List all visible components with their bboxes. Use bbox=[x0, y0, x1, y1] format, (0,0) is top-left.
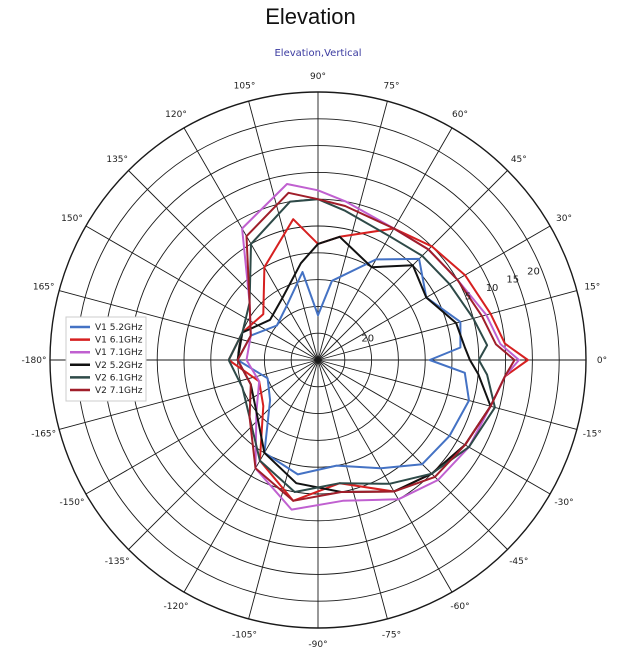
grid-spoke bbox=[58, 290, 319, 361]
series-line bbox=[236, 235, 492, 493]
grid-spoke bbox=[85, 359, 319, 495]
series-line bbox=[227, 218, 529, 502]
angle-tick-label: 75° bbox=[384, 82, 400, 92]
angle-tick-label: 120° bbox=[165, 110, 187, 120]
radial-tick-label: 5 bbox=[465, 291, 471, 302]
legend-entry: V2 7.1GHz bbox=[95, 386, 143, 396]
legend-entry: V1 7.1GHz bbox=[95, 348, 143, 358]
grid-spoke bbox=[128, 170, 319, 361]
radial-tick-label: 15 bbox=[506, 275, 519, 286]
series-layer bbox=[227, 183, 529, 511]
grid-spoke bbox=[317, 225, 551, 361]
series-line bbox=[227, 198, 496, 493]
angle-tick-label: 15° bbox=[584, 283, 600, 293]
page-title: Elevation bbox=[265, 4, 356, 29]
angle-tick-label: -135° bbox=[105, 557, 130, 567]
angle-tick-label: 105° bbox=[234, 82, 256, 92]
grid-spoke bbox=[183, 359, 319, 593]
angle-tick-label: 0° bbox=[597, 356, 607, 366]
grid-spoke bbox=[248, 100, 319, 361]
angle-tick-label: 30° bbox=[556, 214, 572, 224]
radial-tick-label: 20 bbox=[527, 266, 540, 277]
radial-tick-labels: 20 5 10 15 20 bbox=[361, 266, 539, 344]
legend-entry: V1 5.2GHz bbox=[95, 323, 143, 333]
grid-spoke bbox=[85, 225, 319, 361]
legend-box bbox=[65, 316, 147, 402]
grid-spoke bbox=[317, 359, 453, 593]
legend-entry: V2 6.1GHz bbox=[95, 373, 143, 383]
grid-spoke bbox=[317, 100, 388, 361]
legend-entry: V2 5.2GHz bbox=[95, 361, 143, 371]
grid-spoke bbox=[317, 290, 578, 361]
angle-tick-label: -180° bbox=[22, 356, 47, 366]
grid-spoke bbox=[317, 359, 551, 495]
chart-title: Elevation,Vertical bbox=[274, 48, 361, 59]
angle-tick-label: 135° bbox=[106, 155, 128, 165]
angle-tick-label: -120° bbox=[164, 602, 189, 612]
angle-tick-label: -165° bbox=[31, 430, 56, 440]
angle-tick-label: -60° bbox=[450, 602, 469, 612]
angle-tick-label: -75° bbox=[382, 630, 401, 640]
angle-tick-label: -105° bbox=[232, 630, 257, 640]
angle-tick-label: -45° bbox=[509, 557, 528, 567]
radial-tick-label: 20 bbox=[361, 333, 374, 344]
grid-spoke bbox=[58, 359, 319, 430]
angle-tick-label: -90° bbox=[308, 640, 327, 650]
series-line bbox=[236, 191, 516, 502]
angle-tick-labels: 0° 15° 30° 45° 60° 75° 90° 105° 120° 135° 150° 165°… bbox=[22, 72, 608, 650]
radial-tick-label: 10 bbox=[486, 283, 499, 294]
angle-tick-label: -30° bbox=[554, 498, 573, 508]
angle-tick-label: 150° bbox=[61, 214, 83, 224]
grid-spoke bbox=[317, 127, 453, 361]
angle-tick-label: 45° bbox=[511, 155, 527, 165]
angle-tick-label: 60° bbox=[452, 110, 468, 120]
grid-spoke bbox=[317, 359, 388, 620]
grid-spoke bbox=[128, 359, 319, 550]
grid-spoke bbox=[317, 359, 578, 430]
legend: V1 5.2GHz V1 6.1GHz V1 7.1GHz V2 5.2GHz V2 6… bbox=[65, 316, 147, 402]
angle-tick-label: 90° bbox=[310, 72, 326, 82]
angle-tick-label: -150° bbox=[60, 498, 85, 508]
angle-tick-label: 165° bbox=[33, 283, 55, 293]
series-line bbox=[236, 257, 470, 476]
grid-spoke bbox=[317, 359, 508, 550]
series-line bbox=[241, 183, 520, 511]
legend-entry: V1 6.1GHz bbox=[95, 336, 143, 346]
angle-tick-label: -15° bbox=[583, 430, 602, 440]
